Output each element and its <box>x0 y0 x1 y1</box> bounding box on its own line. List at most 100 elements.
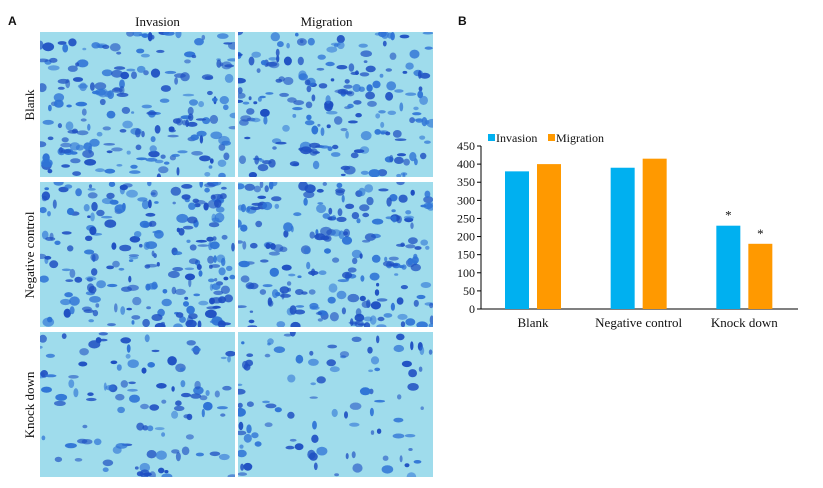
stained-cell <box>68 379 75 388</box>
stained-cell <box>374 367 381 372</box>
stained-cell <box>240 275 250 283</box>
stained-cell <box>267 338 274 345</box>
stained-cell <box>58 146 63 154</box>
stained-cell <box>246 424 252 434</box>
stained-cell <box>353 100 362 105</box>
stained-cell <box>408 448 413 451</box>
stained-cell <box>408 369 417 378</box>
stained-cell <box>47 169 53 174</box>
stained-cell <box>303 197 308 206</box>
stained-cell <box>287 374 296 383</box>
stained-cell <box>180 380 186 388</box>
stained-cell <box>182 93 195 97</box>
stained-cell <box>179 316 186 323</box>
stained-cell <box>370 430 375 435</box>
stained-cell <box>212 236 217 241</box>
stained-cell <box>336 65 348 70</box>
stained-cell <box>194 380 201 390</box>
stained-cell <box>52 199 57 209</box>
stained-cell <box>239 119 249 126</box>
stained-cell <box>40 141 47 148</box>
stained-cell <box>128 381 136 385</box>
stained-cell <box>72 171 81 177</box>
stained-cell <box>111 242 117 250</box>
stained-cell <box>96 209 105 217</box>
row-label-knock-down: Knock down <box>22 371 37 439</box>
stained-cell <box>213 182 222 186</box>
stained-cell <box>161 298 172 307</box>
stained-cell <box>410 189 415 196</box>
stained-cell <box>349 402 362 410</box>
stained-cell <box>276 55 280 63</box>
bar-migration-blank <box>537 164 561 309</box>
stained-cell <box>104 168 116 174</box>
stained-cell <box>106 192 115 199</box>
stained-cell <box>170 186 181 196</box>
stained-cell <box>164 470 169 474</box>
stained-cell <box>208 278 215 283</box>
stained-cell <box>126 150 131 155</box>
stained-cell <box>81 306 92 312</box>
stained-cell <box>408 237 418 245</box>
stained-cell <box>114 303 118 313</box>
stained-cell <box>297 56 304 66</box>
stained-cell <box>68 38 77 47</box>
panel-b-letter: B <box>458 14 467 28</box>
stained-cell <box>218 172 226 177</box>
stained-cell <box>340 128 348 132</box>
stained-cell <box>179 367 185 372</box>
stained-cell <box>223 104 229 111</box>
stained-cell <box>418 86 423 92</box>
stained-cell <box>99 98 106 106</box>
stained-cell <box>216 59 222 68</box>
stained-cell <box>279 92 289 97</box>
stained-cell <box>385 91 394 101</box>
stained-cell <box>316 446 328 456</box>
stained-cell <box>40 334 47 343</box>
stained-cell <box>398 194 408 203</box>
stained-cell <box>191 347 201 353</box>
stained-cell <box>347 103 354 109</box>
stained-cell <box>185 434 194 440</box>
stained-cell <box>396 182 405 186</box>
stained-cell <box>156 383 167 389</box>
stained-cell <box>331 214 336 221</box>
stained-cell <box>127 388 138 392</box>
stained-cell <box>336 35 345 44</box>
stained-cell <box>120 337 131 344</box>
stained-cell <box>326 124 331 129</box>
stained-cell <box>126 344 131 353</box>
stained-cell <box>217 33 229 39</box>
stained-cell <box>283 77 294 85</box>
stained-cell <box>57 41 67 45</box>
stained-cell <box>348 63 355 72</box>
stained-cell <box>75 101 88 107</box>
stained-cell <box>214 278 218 282</box>
stained-cell <box>109 43 121 52</box>
stained-cell <box>171 153 180 157</box>
stained-cell <box>198 270 203 277</box>
stained-cell <box>73 388 79 398</box>
y-tick-label: 400 <box>457 157 475 171</box>
stained-cell <box>191 151 204 156</box>
stained-cell <box>81 108 87 116</box>
stained-cell <box>162 289 168 294</box>
stained-cell <box>106 110 116 119</box>
stained-cell <box>72 77 84 82</box>
stained-cell <box>391 209 396 213</box>
stained-cell <box>119 129 127 133</box>
stained-cell <box>42 119 54 125</box>
stained-cell <box>264 185 269 193</box>
stained-cell <box>98 332 108 336</box>
stained-cell <box>287 97 297 103</box>
stained-cell <box>209 158 214 164</box>
stained-cell <box>223 42 233 45</box>
cell-texture <box>40 182 235 327</box>
stained-cell <box>109 199 119 205</box>
stained-cell <box>351 249 362 259</box>
stained-cell <box>419 95 428 105</box>
row-label-blank: Blank <box>22 89 37 121</box>
stained-cell <box>205 309 217 319</box>
stained-cell <box>260 259 269 263</box>
stained-cell <box>220 285 230 294</box>
